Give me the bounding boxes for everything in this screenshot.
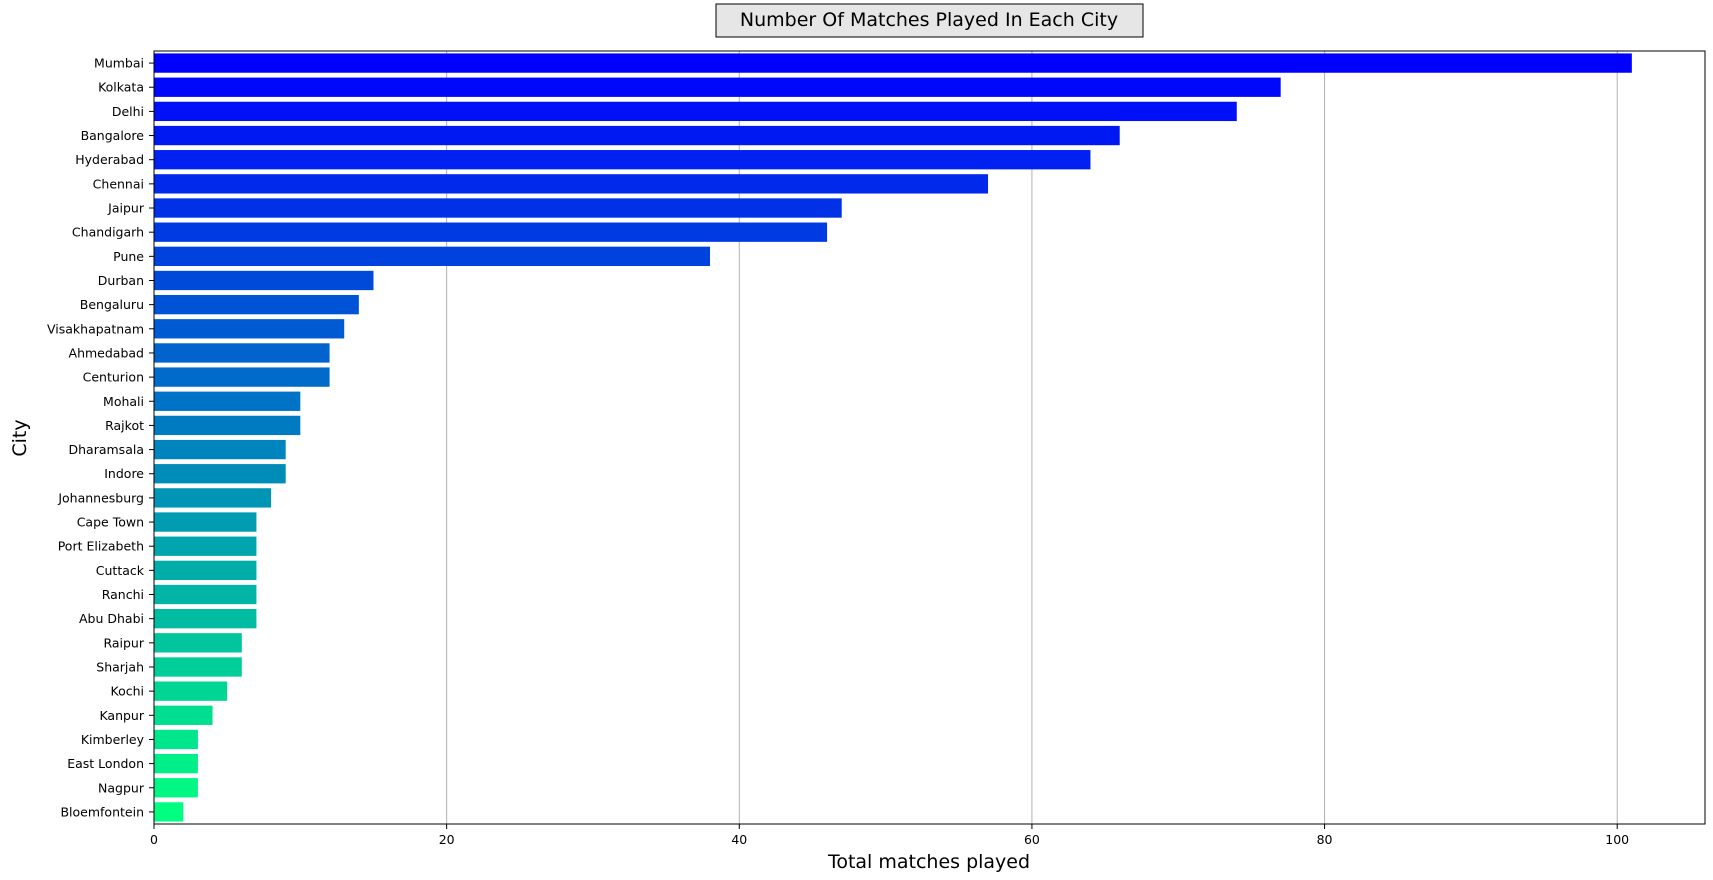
y-tick-label: Chennai [93, 176, 144, 191]
bars [154, 53, 1632, 822]
bar-kanpur [154, 705, 213, 725]
y-tick-label: Hyderabad [75, 152, 144, 167]
y-tick-label: Abu Dhabi [79, 611, 144, 626]
y-tick-label: Ranchi [102, 587, 144, 602]
bar-bengaluru [154, 294, 359, 315]
bar-east-london [154, 753, 198, 774]
y-tick-label: Cuttack [96, 563, 145, 578]
y-tick-label: Port Elizabeth [58, 539, 144, 554]
x-tick-label: 40 [731, 832, 747, 847]
bar-pune [154, 246, 711, 266]
y-tick-label: Bloemfontein [60, 804, 144, 819]
bar-nagpur [154, 778, 198, 798]
y-tick-label: Raipur [103, 635, 144, 650]
y-tick-label: Kochi [111, 684, 145, 699]
bar-hyderabad [154, 150, 1091, 170]
bar-bangalore [154, 125, 1120, 146]
bar-bloemfontein [154, 802, 184, 822]
y-tick-label: Pune [113, 249, 144, 264]
bar-kochi [154, 681, 228, 701]
y-tick-label: Kanpur [99, 708, 144, 723]
bar-rajkot [154, 415, 301, 436]
y-tick-label: Kolkata [98, 80, 144, 95]
chart-title-box [715, 3, 1144, 38]
y-axis-title: City [9, 419, 31, 456]
bar-abu-dhabi [154, 609, 257, 629]
bar-ranchi [154, 584, 257, 605]
bar-johannesburg [154, 488, 272, 508]
y-tick-label: East London [67, 756, 144, 771]
y-tick-label: Sharjah [96, 659, 144, 674]
bar-jaipur [154, 198, 842, 218]
y-tick-label: Delhi [112, 104, 144, 119]
y-tick-label: Jaipur [107, 201, 145, 216]
bar-dharamsala [154, 439, 286, 460]
bar-delhi [154, 101, 1237, 122]
bar-visakhapatnam [154, 319, 345, 339]
axes [153, 50, 1706, 825]
bar-cape-town [154, 512, 257, 532]
y-tick-label: Centurion [83, 370, 144, 385]
bar-kimberley [154, 729, 198, 750]
x-ticks: 0 20 40 60 80 100 [150, 824, 1629, 847]
y-tick-label: Cape Town [77, 515, 144, 530]
y-tick-label: Durban [98, 273, 144, 288]
y-tick-label: Bengaluru [80, 297, 144, 312]
bar-kolkata [154, 77, 1281, 97]
bar-indore [154, 464, 286, 484]
bar-chennai [154, 174, 989, 194]
y-tick-label: Visakhapatnam [47, 321, 144, 336]
y-tick-label: Ahmedabad [69, 345, 144, 360]
chart-title-group: Number Of Matches Played In Each City [715, 3, 1144, 38]
plot-frame [153, 50, 1706, 825]
y-tick-label: Kimberley [81, 732, 145, 747]
y-tick-label: Rajkot [105, 418, 144, 433]
y-ticks: Mumbai Kolkata Delhi Bangalore Hyderabad Chen… [47, 56, 154, 819]
y-tick-label: Dharamsala [69, 442, 145, 457]
y-tick-label: Johannesburg [57, 490, 144, 505]
y-tick-label: Bangalore [81, 128, 145, 143]
x-tick-label: 0 [150, 832, 158, 847]
bar-raipur [154, 633, 242, 653]
y-tick-label: Mumbai [94, 56, 144, 71]
y-tick-label: Nagpur [98, 780, 145, 795]
x-tick-label: 80 [1317, 832, 1333, 847]
y-tick-label: Mohali [103, 394, 144, 409]
bar-port-elizabeth [154, 536, 257, 556]
bar-centurion [154, 367, 330, 387]
y-tick-label: Indore [104, 466, 144, 481]
bar-durban [154, 270, 374, 291]
bar-cuttack [154, 560, 257, 581]
x-tick-label: 20 [439, 832, 455, 847]
x-axis-title: Total matches played [827, 851, 1030, 873]
bar-ahmedabad [154, 343, 330, 363]
bar-mumbai [154, 53, 1632, 73]
x-tick-label: 60 [1024, 832, 1040, 847]
x-tick-label: 100 [1605, 832, 1629, 847]
y-tick-label: Chandigarh [72, 225, 144, 240]
bar-mohali [154, 391, 301, 411]
chart-title: Number Of Matches Played In Each City [740, 9, 1118, 31]
bar-sharjah [154, 657, 242, 677]
bar-chandigarh [154, 222, 828, 242]
